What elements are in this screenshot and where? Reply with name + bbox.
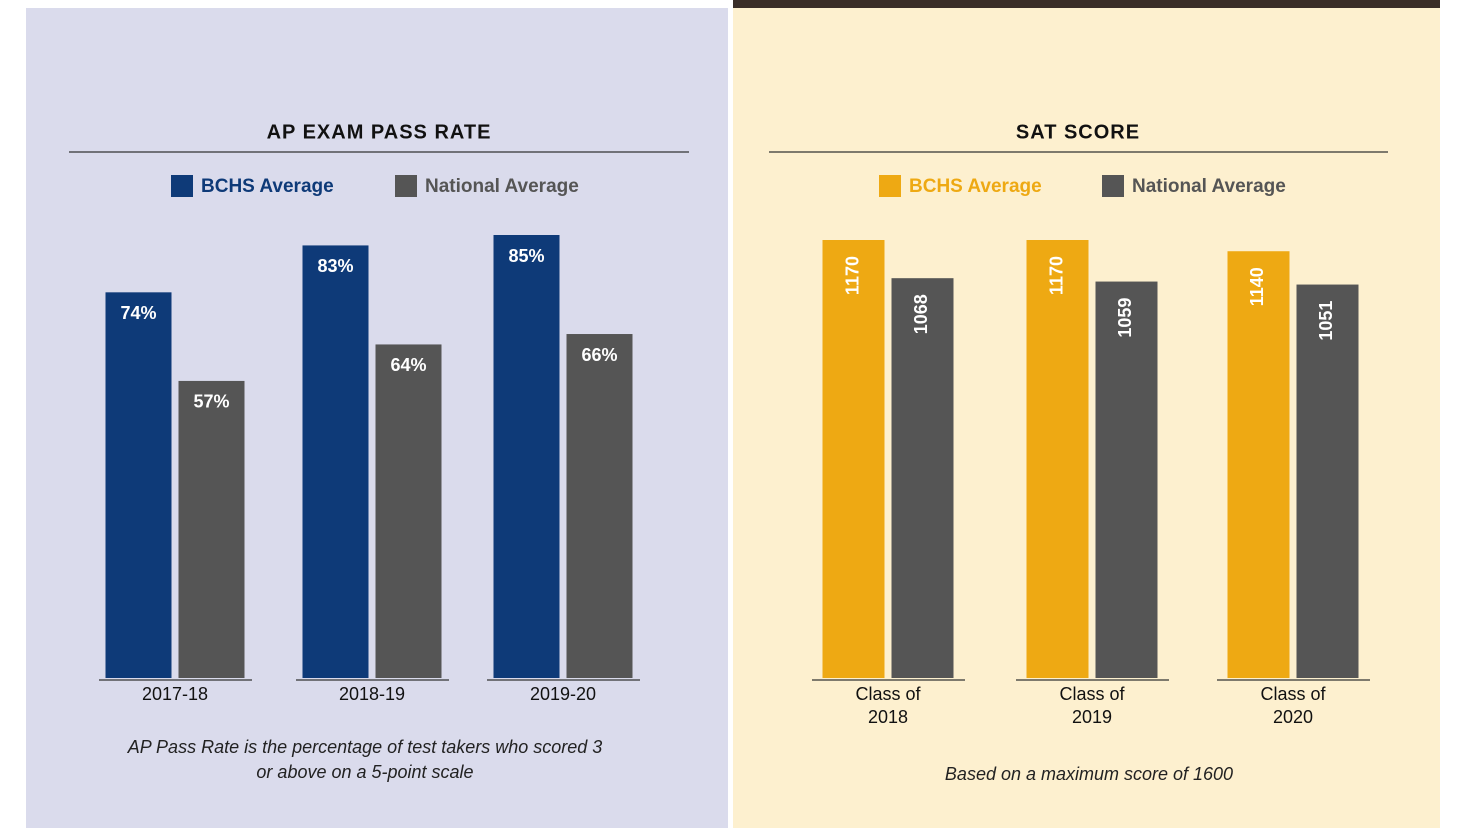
note-box: Based on a maximum score of 1600 (944, 764, 1234, 784)
x-tick-label: Class of 2018 (855, 684, 921, 727)
legend-label: National Average (1132, 176, 1286, 197)
x-tick-label: Class of 2019 (1059, 684, 1125, 727)
bar (822, 240, 885, 678)
value-label: 1068 (911, 294, 931, 334)
value-label: 1170 (842, 256, 862, 295)
value-label: 1140 (1247, 267, 1267, 306)
bar (1227, 251, 1290, 678)
value-label: 66% (581, 345, 617, 365)
category-box: Class of 2020 (1260, 684, 1326, 727)
legend-swatch (171, 175, 193, 197)
value-label: 64% (390, 355, 426, 375)
x-tick-label: Class of 2020 (1260, 684, 1326, 727)
bar (302, 245, 369, 678)
bar (566, 334, 633, 678)
bar (1026, 240, 1089, 678)
bar (375, 344, 442, 678)
bar (493, 235, 560, 678)
bar (105, 292, 172, 678)
bar (891, 278, 954, 678)
note-box: AP Pass Rate is the percentage of test t… (127, 737, 603, 782)
category-box: 2019-20 (529, 684, 597, 704)
x-tick-label: 2017-18 (141, 684, 209, 704)
legend-label: BCHS Average (201, 176, 334, 197)
value-label: 74% (120, 303, 156, 323)
legend-label: National Average (425, 176, 579, 197)
note: Based on a maximum score of 1600 (944, 764, 1234, 784)
category-box: 2017-18 (141, 684, 209, 704)
value-label: 1170 (1046, 256, 1066, 295)
bar (178, 380, 245, 678)
value-label: 83% (317, 256, 353, 276)
x-tick-label: 2019-20 (529, 684, 597, 704)
chart-title: SAT SCORE (1016, 121, 1140, 143)
photo-strip (733, 0, 1440, 8)
category-box: 2018-19 (338, 684, 406, 704)
legend-swatch (879, 175, 901, 197)
chart-title: AP EXAM PASS RATE (267, 121, 492, 143)
value-label: 1059 (1115, 298, 1135, 338)
legend-swatch (395, 175, 417, 197)
category-box: Class of 2019 (1059, 684, 1125, 727)
value-label: 85% (508, 246, 544, 266)
value-label: 57% (193, 392, 229, 412)
legend-swatch (1102, 175, 1124, 197)
bar (1296, 284, 1359, 678)
legend-label: BCHS Average (909, 176, 1042, 197)
note: AP Pass Rate is the percentage of test t… (127, 737, 603, 782)
category-box: Class of 2018 (855, 684, 921, 727)
x-tick-label: 2018-19 (338, 684, 406, 704)
bar (1095, 281, 1158, 678)
value-label: 1051 (1316, 301, 1336, 341)
